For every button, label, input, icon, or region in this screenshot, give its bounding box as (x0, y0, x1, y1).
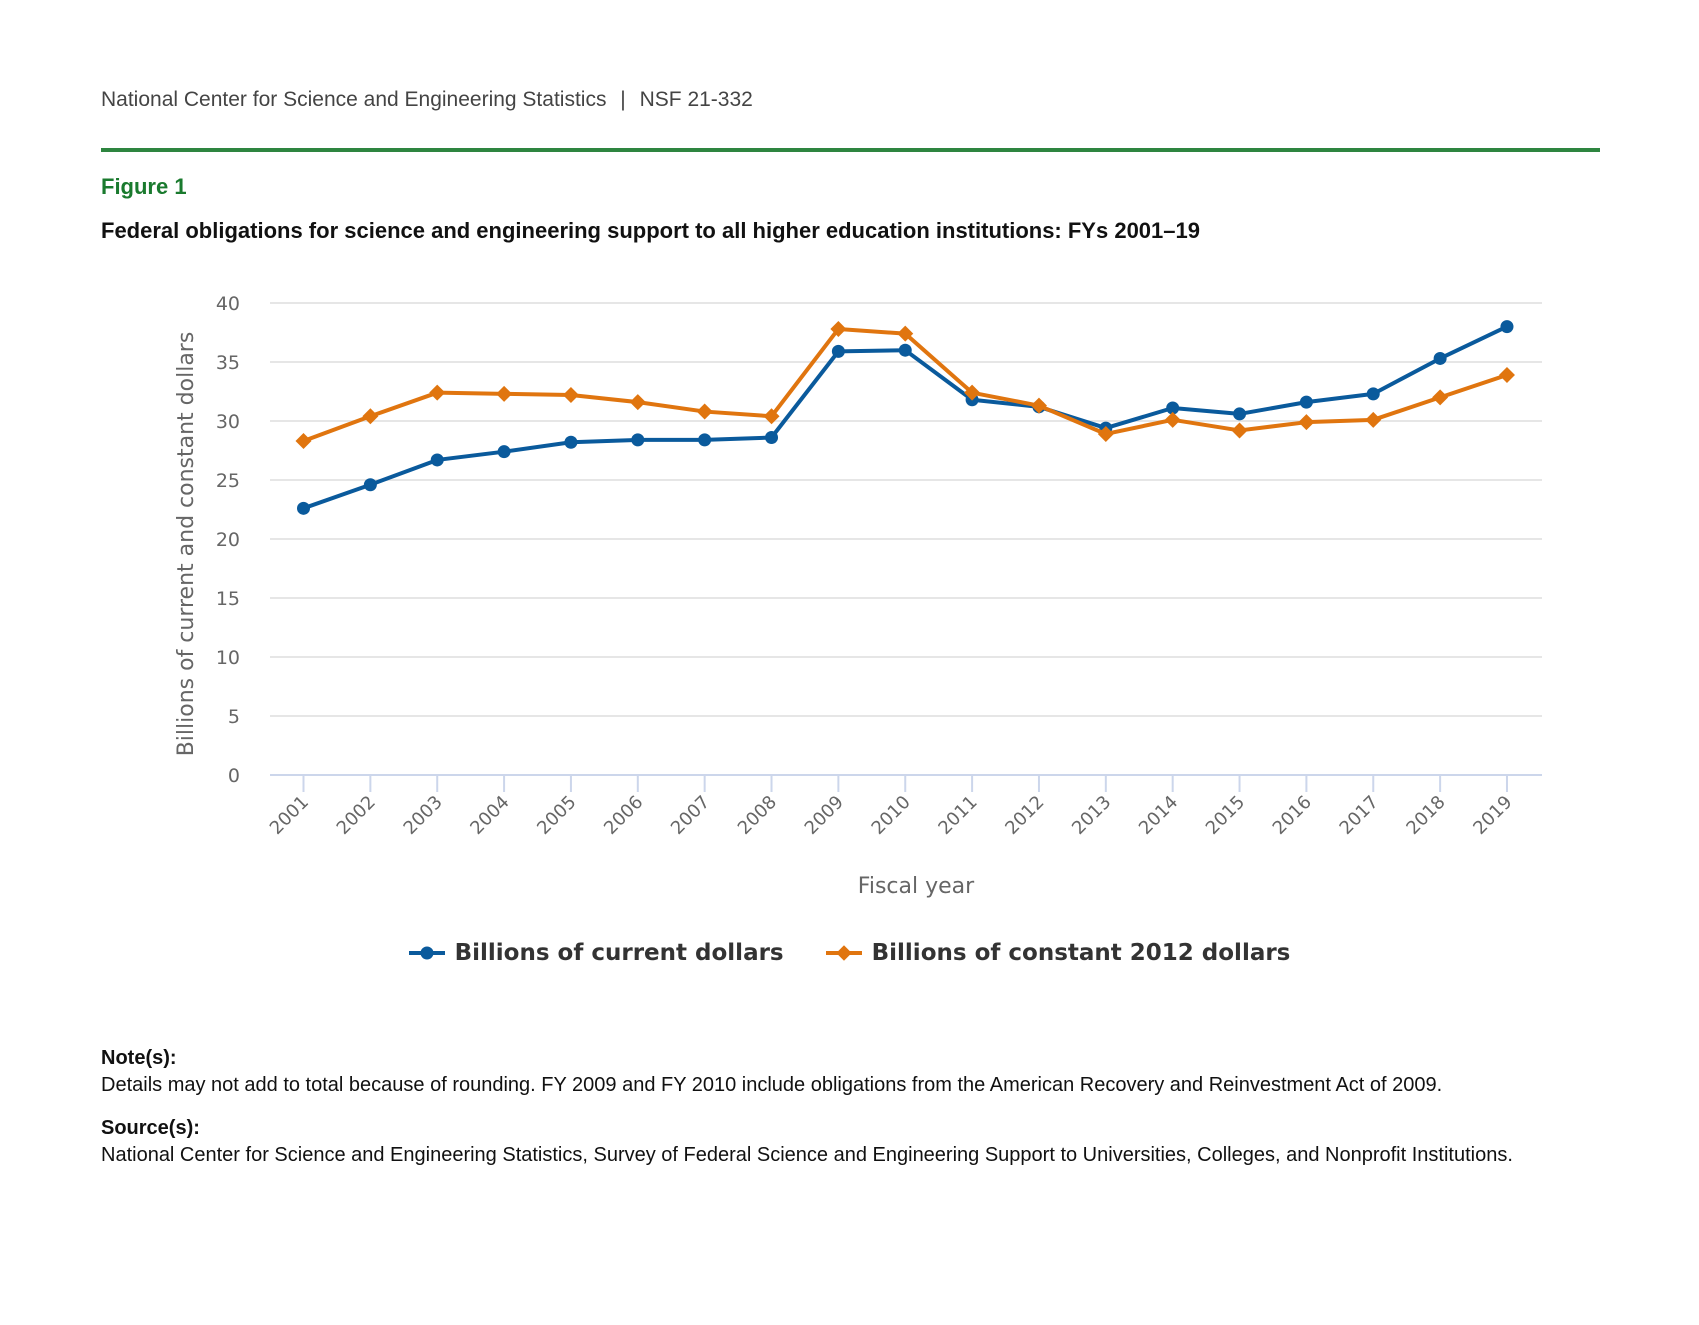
data-point[interactable] (1233, 407, 1247, 421)
x-tick-label: 2010 (868, 792, 915, 839)
x-tick-label: 2007 (667, 792, 714, 839)
data-point[interactable] (1030, 397, 1047, 414)
gridlines (270, 302, 1542, 717)
data-point[interactable] (631, 433, 645, 447)
data-point[interactable] (964, 384, 981, 401)
data-point[interactable] (1365, 411, 1382, 428)
data-point[interactable] (363, 478, 377, 492)
y-tick-label: 40 (216, 293, 240, 315)
data-point[interactable] (497, 445, 511, 459)
x-tick-label: 2018 (1402, 792, 1449, 839)
x-tick-label: 2014 (1135, 792, 1182, 839)
data-point[interactable] (897, 325, 914, 342)
data-point[interactable] (831, 344, 845, 358)
data-point[interactable] (898, 343, 912, 357)
data-point[interactable] (1298, 414, 1315, 431)
x-tick-label: 2009 (801, 792, 848, 839)
notes-section: Note(s): Details may not add to total be… (101, 1045, 1621, 1185)
x-tick-label: 2017 (1336, 792, 1383, 839)
x-tick-label: 2006 (600, 792, 647, 839)
data-point[interactable] (1498, 366, 1515, 383)
y-tick-label: 35 (216, 352, 240, 374)
x-tick-label: 2011 (934, 792, 981, 839)
legend-item-current[interactable]: Billions of current dollars (408, 940, 784, 966)
data-point[interactable] (430, 453, 444, 467)
y-tick-label: 5 (228, 706, 240, 728)
data-point[interactable] (564, 435, 578, 449)
x-tick-label: 2016 (1269, 792, 1316, 839)
report-id: NSF 21-332 (639, 88, 753, 111)
data-point[interactable] (1299, 395, 1313, 409)
data-point[interactable] (696, 403, 713, 420)
data-point[interactable] (1097, 425, 1114, 442)
series-layer (295, 320, 1515, 515)
data-point[interactable] (1166, 401, 1180, 415)
x-tick-label: 2008 (734, 792, 781, 839)
x-tick-label: 2005 (533, 792, 580, 839)
legend-label-constant: Billions of constant 2012 dollars (871, 940, 1291, 966)
data-point[interactable] (297, 501, 310, 515)
series-current (297, 320, 1514, 515)
report-header: National Center for Science and Engineer… (101, 88, 753, 112)
x-axis: 2001 2002 2003 2004 2005 2006 2007 2008 2009 2010… (266, 774, 1542, 839)
data-point[interactable] (1366, 387, 1380, 401)
data-point[interactable] (362, 408, 379, 425)
data-point[interactable] (496, 385, 513, 402)
legend-label-current: Billions of current dollars (454, 940, 784, 966)
data-point[interactable] (765, 431, 779, 445)
legend: Billions of current dollars Billions of … (0, 940, 1699, 966)
legend-item-constant[interactable]: Billions of constant 2012 dollars (825, 940, 1291, 966)
x-tick-label: 2015 (1202, 792, 1249, 839)
x-tick-label: 2013 (1068, 792, 1115, 839)
x-tick-label: 2003 (400, 792, 447, 839)
data-point[interactable] (1500, 320, 1514, 334)
figure-label: Figure 1 (101, 174, 187, 199)
y-axis-title: Billions of current and constant dollars (174, 332, 199, 757)
org-name: National Center for Science and Engineer… (101, 88, 607, 111)
data-point[interactable] (295, 433, 312, 450)
header-separator: | (620, 88, 626, 111)
x-tick-label: 2012 (1001, 792, 1048, 839)
y-tick-label: 0 (228, 765, 240, 787)
data-point[interactable] (1433, 351, 1447, 365)
y-tick-labels: 0 5 10 15 20 25 30 35 40 (216, 293, 240, 787)
series-constant (295, 320, 1515, 450)
data-point[interactable] (629, 394, 646, 411)
legend-marker-current (420, 946, 434, 960)
data-point[interactable] (830, 320, 847, 337)
legend-diamond-marker-icon (825, 945, 862, 961)
y-tick-label: 25 (216, 470, 240, 492)
y-tick-label: 20 (216, 529, 240, 551)
figure-title: Federal obligations for science and engi… (101, 218, 1200, 243)
data-point[interactable] (1231, 422, 1248, 439)
data-point[interactable] (429, 384, 446, 401)
legend-circle-marker-icon (408, 946, 445, 960)
notes-heading: Note(s): (101, 1047, 177, 1069)
data-point[interactable] (763, 408, 780, 425)
x-tick-label: 2004 (466, 792, 513, 839)
notes-text: Details may not add to total because of … (101, 1074, 1443, 1096)
x-tick-label: 2002 (333, 792, 380, 839)
source-text: National Center for Science and Engineer… (101, 1144, 1513, 1166)
data-point[interactable] (562, 387, 579, 404)
data-point[interactable] (698, 433, 712, 447)
y-tick-label: 30 (216, 411, 240, 433)
data-point[interactable] (1164, 411, 1181, 428)
y-tick-label: 10 (216, 647, 240, 669)
legend-marker-constant (835, 945, 852, 961)
x-tick-label: 2019 (1469, 792, 1516, 839)
y-tick-label: 15 (216, 588, 240, 610)
x-tick-label: 2001 (266, 792, 313, 839)
header-divider (101, 148, 1600, 152)
x-axis-title: Fiscal year (858, 874, 975, 899)
data-point[interactable] (1432, 389, 1449, 406)
source-heading: Source(s): (101, 1117, 200, 1139)
